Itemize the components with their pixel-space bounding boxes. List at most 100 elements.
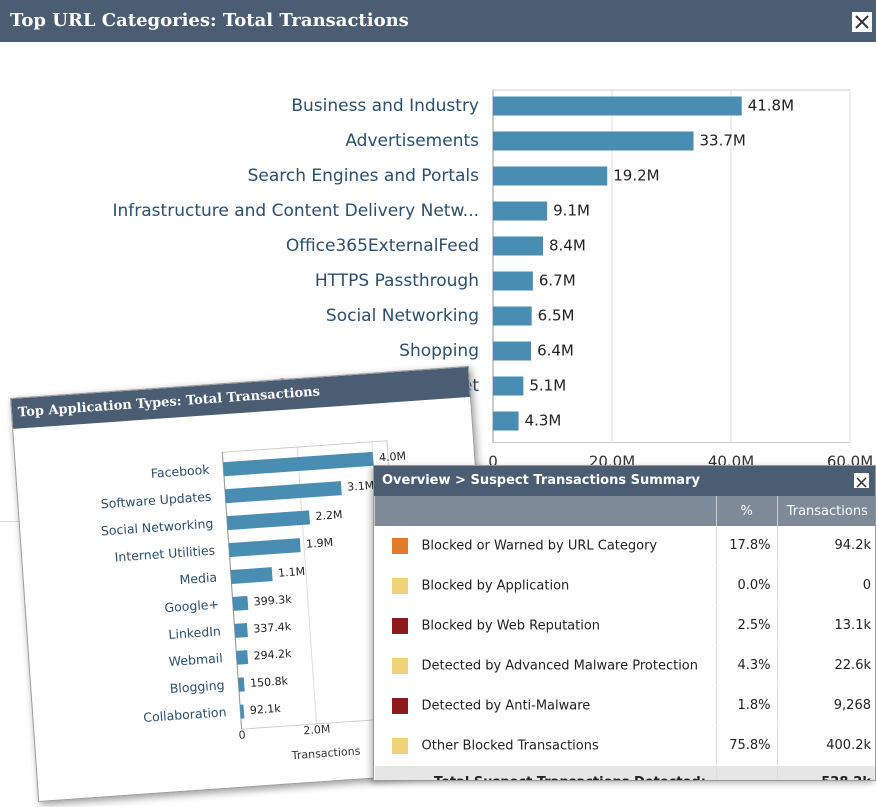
x-tick-label: 0: [488, 453, 498, 471]
value-label: 19.2M: [613, 167, 659, 185]
close-button[interactable]: [854, 473, 869, 488]
total-row: Total Suspect Transactions Detected: 528.…: [374, 765, 875, 780]
panel-title: Top URL Categories: Total Transactions: [0, 0, 876, 42]
bar: [224, 481, 342, 504]
total-value: 528.2k: [776, 765, 875, 780]
category-label: Media: [179, 570, 218, 588]
category-label: HTTPS Passthrough: [315, 271, 479, 291]
category-label: Search Engines and Portals: [248, 166, 480, 186]
value-label: 8.4M: [549, 237, 586, 255]
category-label: Collaboration: [143, 704, 227, 725]
panel-title: Overview > Suspect Transactions Summary: [374, 466, 875, 496]
bar: [493, 341, 532, 361]
value-label: 337.4k: [253, 620, 292, 636]
row-label: Blocked or Warned by URL Category: [421, 538, 658, 553]
category-label: Social Networking: [326, 306, 479, 326]
header-cell: [374, 496, 717, 526]
close-button[interactable]: [852, 12, 872, 32]
transactions-cell: 22.6k: [776, 645, 875, 686]
table-row: Detected by Advanced Malware Protection 4…: [374, 645, 875, 686]
color-swatch: [391, 577, 408, 594]
table-row: Blocked by Web Reputation 2.5% 13.1k: [374, 605, 875, 646]
value-label: 294.2k: [253, 647, 292, 663]
transactions-cell: 400.2k: [776, 725, 875, 766]
value-label: 150.8k: [250, 674, 289, 690]
percent-cell: 1.8%: [715, 685, 778, 726]
table-row: Blocked by Application 0.0% 0: [374, 565, 875, 606]
category-label: Advertisements: [345, 131, 479, 151]
label-cell: Other Blocked Transactions: [374, 725, 717, 766]
bar: [493, 236, 543, 256]
bar: [232, 595, 249, 611]
bar: [230, 567, 273, 585]
value-label: 9.1M: [553, 202, 590, 220]
value-label: 4.3M: [525, 412, 562, 430]
transactions-cell: 13.1k: [776, 605, 875, 646]
category-label: Webmail: [168, 650, 223, 669]
color-swatch: [391, 537, 408, 554]
category-label: Internet Utilities: [114, 543, 215, 565]
empty-cell: [715, 765, 778, 780]
category-label: Software Updates: [100, 489, 212, 512]
percent-cell: 0.0%: [715, 565, 778, 606]
value-label: 6.7M: [539, 272, 576, 290]
row-label: Blocked by Web Reputation: [421, 618, 601, 633]
summary-panel: Overview > Suspect Transactions Summary …: [373, 465, 876, 781]
row-label: Other Blocked Transactions: [421, 738, 599, 753]
color-swatch: [391, 617, 408, 634]
app-panel: Top Application Types: Total Transaction…: [10, 365, 498, 803]
label-cell: Blocked by Web Reputation: [374, 605, 717, 646]
color-swatch: [391, 697, 408, 714]
category-label: LinkedIn: [168, 623, 221, 642]
category-label: Office365ExternalFeed: [286, 236, 479, 256]
value-label: 3.1M: [347, 479, 375, 494]
bar: [493, 131, 694, 151]
color-swatch: [391, 737, 408, 754]
bar: [228, 538, 301, 558]
category-label: Shopping: [399, 341, 479, 361]
x-tick-label: 0: [238, 728, 246, 741]
category-label: Social Networking: [100, 516, 213, 539]
bar: [226, 510, 311, 531]
total-label: Total Suspect Transactions Detected:: [374, 765, 717, 780]
category-label: Google+: [164, 596, 219, 615]
header-row: % Transactions: [374, 496, 875, 526]
row-label: Detected by Anti-Malware: [421, 698, 591, 713]
bar: [493, 376, 524, 396]
percent-cell: 2.5%: [715, 605, 778, 646]
color-swatch: [391, 657, 408, 674]
bar: [493, 201, 548, 221]
label-cell: Blocked by Application: [374, 565, 717, 606]
category-label: Facebook: [150, 462, 210, 481]
bar: [493, 96, 742, 116]
bar: [493, 306, 532, 326]
value-label: 399.3k: [253, 593, 292, 609]
transactions-cell: 94.2k: [776, 526, 875, 566]
value-label: 41.8M: [748, 97, 794, 115]
row-label: Detected by Advanced Malware Protection: [421, 658, 699, 673]
bar: [223, 451, 374, 477]
value-label: 2.2M: [315, 508, 343, 523]
close-icon: [856, 477, 867, 488]
value-label: 92.1k: [249, 702, 281, 717]
bar: [239, 704, 245, 719]
header-cell: Transactions: [776, 496, 875, 526]
table-row: Other Blocked Transactions 75.8% 400.2k: [374, 725, 875, 766]
row-label: Blocked by Application: [421, 578, 570, 593]
table-row: Blocked or Warned by URL Category 17.8% 94…: [374, 526, 875, 566]
bar: [493, 166, 608, 186]
percent-cell: 75.8%: [715, 725, 778, 766]
value-label: 1.1M: [278, 565, 306, 580]
bar: [238, 677, 245, 692]
category-label: Blogging: [169, 677, 225, 696]
value-label: 6.4M: [537, 342, 574, 360]
category-label: Infrastructure and Content Delivery Netw…: [113, 201, 480, 221]
header-cell: %: [715, 496, 778, 526]
value-label: 6.5M: [538, 307, 575, 325]
summary-table: % Transactions Blocked or Warned by URL …: [374, 496, 875, 780]
bar: [236, 650, 249, 665]
transactions-cell: 0: [776, 565, 875, 606]
bar: [234, 623, 248, 638]
app-chart: 02.0M4.0MTransactionsFacebook4.0MSoftwar…: [100, 440, 407, 762]
